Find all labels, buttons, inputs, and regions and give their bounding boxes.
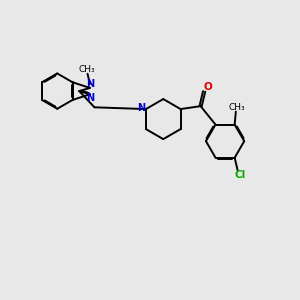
Text: N: N [86, 79, 94, 89]
Text: CH₃: CH₃ [228, 103, 245, 112]
Text: O: O [203, 82, 212, 92]
Text: CH₃: CH₃ [79, 64, 95, 74]
Text: Cl: Cl [235, 170, 246, 180]
Text: N: N [86, 93, 94, 103]
Text: N: N [137, 103, 145, 112]
